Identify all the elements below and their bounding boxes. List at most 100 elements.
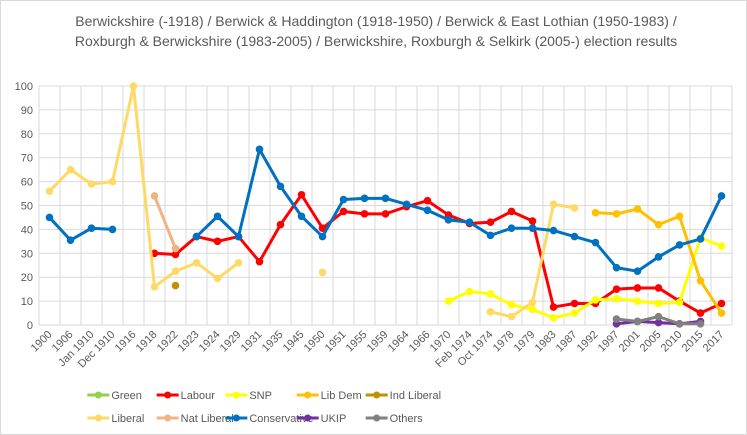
x-tick-label: 1923 [176, 329, 202, 355]
data-point-liberal [45, 187, 54, 195]
data-point-labour [339, 207, 348, 216]
data-point-conservative [675, 241, 684, 249]
data-point-others [612, 315, 621, 323]
data-point-labour [318, 224, 327, 233]
x-tick-label: 1997 [596, 329, 622, 355]
data-point-lib-dem [612, 210, 621, 218]
data-point-liberal [570, 204, 579, 212]
data-point-conservative [297, 212, 306, 221]
data-point-labour [696, 309, 705, 317]
x-tick-label: 2010 [659, 329, 685, 355]
data-point-conservative [633, 267, 642, 276]
data-point-conservative [66, 236, 75, 244]
data-point-snp [549, 314, 558, 322]
data-point-conservative [528, 224, 537, 233]
data-point-labour [612, 285, 621, 293]
data-point-conservative [45, 213, 54, 222]
data-point-labour [297, 190, 306, 199]
x-tick-label: 1992 [575, 329, 601, 355]
data-point-conservative [192, 232, 201, 241]
legend-label-conservative: Conservative [249, 413, 313, 425]
series-line-conservative [48, 216, 113, 242]
data-point-conservative [234, 232, 243, 241]
data-point-liberal [528, 298, 537, 307]
data-point-snp [633, 297, 642, 305]
x-tick-label: 1945 [281, 329, 307, 355]
data-point-snp [507, 300, 516, 309]
x-tick-label: 1935 [260, 329, 286, 355]
legend-marker-ukip [304, 414, 312, 422]
data-point-labour [360, 210, 369, 218]
legend-marker-nat-liberal [164, 414, 172, 422]
y-tick-label: 50 [21, 201, 33, 213]
data-point-snp [465, 287, 474, 296]
data-point-others [675, 320, 684, 328]
data-point-liberal [66, 165, 75, 174]
y-tick-label: 90 [21, 105, 33, 117]
data-point-labour [486, 218, 495, 227]
y-tick-label: 20 [21, 272, 33, 284]
legend-marker-liberal [94, 414, 102, 422]
data-point-conservative [696, 235, 705, 243]
legend-label-liberal: Liberal [111, 413, 144, 425]
data-point-labour [255, 257, 264, 266]
legend-marker-others [373, 414, 381, 422]
legend-label-nat-liberal: Nat Liberal [181, 413, 234, 425]
data-point-liberal [87, 180, 96, 188]
data-point-conservative [507, 224, 516, 233]
data-point-conservative [276, 182, 285, 191]
data-point-labour [213, 237, 222, 246]
data-point-snp [528, 305, 537, 314]
data-point-others [696, 320, 705, 328]
data-point-lib-dem [717, 309, 726, 317]
data-point-labour [507, 207, 516, 216]
data-point-conservative [423, 206, 432, 215]
data-point-snp [675, 298, 684, 307]
data-point-liberal [507, 312, 516, 321]
legend-label-ukip: UKIP [321, 413, 347, 425]
data-point-conservative [108, 225, 117, 234]
x-tick-label: 1983 [533, 329, 559, 355]
data-point-snp [444, 297, 453, 305]
series-line-labour [154, 193, 723, 315]
data-point-labour [528, 217, 537, 225]
data-point-conservative [381, 194, 390, 203]
data-point-conservative [612, 263, 621, 272]
data-point-snp [717, 242, 726, 250]
legend-marker-conservative [232, 414, 240, 422]
y-tick-label: 30 [21, 248, 33, 260]
data-point-conservative [486, 231, 495, 240]
x-tick-label: 1959 [365, 329, 391, 355]
data-point-labour [276, 220, 285, 229]
y-tick-label: 70 [21, 153, 33, 165]
x-tick-label: 1951 [323, 329, 349, 355]
data-point-conservative [402, 200, 411, 209]
y-tick-label: 10 [21, 296, 33, 308]
data-point-conservative [87, 224, 96, 233]
data-point-liberal [171, 267, 180, 276]
x-tick-label: 2001 [617, 329, 643, 355]
data-point-labour [381, 210, 390, 218]
legend-label-others: Others [390, 413, 424, 425]
data-point-conservative [549, 226, 558, 235]
data-point-liberal [549, 200, 558, 209]
legend-label-labour: Labour [181, 390, 216, 402]
x-tick-label: 2017 [701, 329, 727, 355]
x-tick-label: 1979 [512, 329, 538, 355]
data-point-liberal [213, 274, 222, 283]
x-tick-label: 1929 [218, 329, 244, 355]
x-tick-label: 1931 [239, 329, 265, 355]
chart-title: Berwickshire (-1918) / Berwick & Hadding… [74, 13, 678, 49]
x-tick-label: 1924 [197, 329, 223, 355]
data-point-labour [633, 284, 642, 292]
series-line-liberal [48, 84, 240, 289]
x-tick-label: 1966 [407, 329, 433, 355]
data-point-conservative [213, 212, 222, 221]
data-point-snp [612, 294, 621, 303]
data-point-labour [423, 196, 432, 205]
data-point-labour [171, 250, 180, 259]
legend-label-snp: SNP [249, 390, 272, 402]
data-point-labour [654, 284, 663, 292]
data-point-lib-dem [633, 205, 642, 213]
data-point-conservative [318, 232, 327, 241]
